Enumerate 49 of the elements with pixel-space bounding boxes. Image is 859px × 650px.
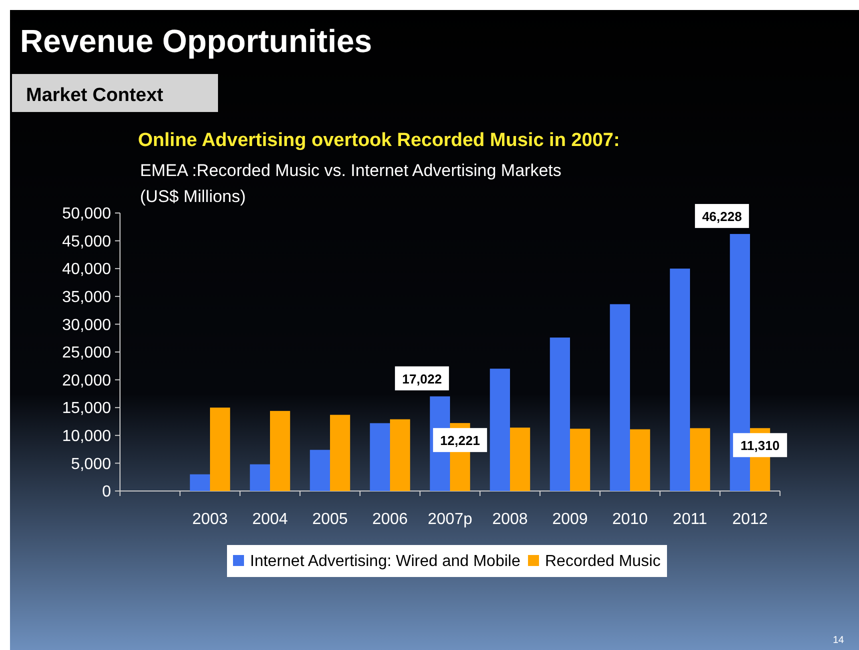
y-tick-label: 50,000 xyxy=(62,206,112,223)
bar xyxy=(250,464,270,491)
text: Online Advertising overtook Recorded Music in 2007: xyxy=(138,130,620,151)
bar xyxy=(310,450,330,491)
bar xyxy=(370,423,390,491)
x-tick-label: 2006 xyxy=(372,511,408,528)
legend-label: Internet Advertising: Wired and Mobile xyxy=(250,553,520,570)
text: EMEA :Recorded Music vs. Internet Advertising Markets xyxy=(140,161,562,180)
x-tick-label: 2004 xyxy=(252,511,288,528)
x-tick-label: 2005 xyxy=(312,511,348,528)
y-tick-label: 35,000 xyxy=(62,289,112,306)
bar xyxy=(490,368,510,491)
bar xyxy=(270,410,290,491)
data-label: 12,221 xyxy=(440,433,480,448)
y-tick-label: 45,000 xyxy=(62,233,112,250)
bar xyxy=(550,338,570,491)
y-tick-label: 30,000 xyxy=(62,316,112,334)
bar xyxy=(390,419,410,491)
text: 14 xyxy=(832,635,844,646)
y-axis-title: (US$ Millions) xyxy=(140,187,246,206)
x-tick-label: 2008 xyxy=(492,511,528,528)
chart-subtitle: Market Context xyxy=(26,85,164,106)
bar xyxy=(210,408,230,491)
y-tick-label: 20,000 xyxy=(62,372,112,390)
x-tick-label: 2003 xyxy=(192,511,228,528)
legend-label: Recorded Music xyxy=(545,553,661,570)
x-tick-label: 2012 xyxy=(732,511,768,528)
x-tick-label: 2009 xyxy=(552,511,588,528)
x-tick-label: 2007p xyxy=(428,511,472,528)
x-tick-label: 2011 xyxy=(672,511,708,528)
y-tick-label: 25,000 xyxy=(62,344,112,362)
chart-title: Revenue Opportunities xyxy=(20,23,372,59)
bar xyxy=(330,414,350,491)
y-tick-label: 10,000 xyxy=(62,428,112,445)
y-tick-label: 0 xyxy=(102,484,112,501)
bar xyxy=(510,428,530,491)
data-label: 11,310 xyxy=(740,438,780,454)
bar xyxy=(610,304,630,491)
y-tick-label: 5,000 xyxy=(70,456,112,473)
bar xyxy=(690,428,710,491)
bar xyxy=(190,474,210,491)
data-label: 46,228 xyxy=(702,208,742,224)
bar xyxy=(630,429,650,491)
y-tick-label: 15,000 xyxy=(62,400,112,418)
bar xyxy=(570,428,590,491)
data-label: 17,022 xyxy=(402,371,442,386)
bar xyxy=(670,268,690,491)
x-tick-label: 2010 xyxy=(612,511,648,528)
y-tick-label: 40,000 xyxy=(62,261,112,278)
